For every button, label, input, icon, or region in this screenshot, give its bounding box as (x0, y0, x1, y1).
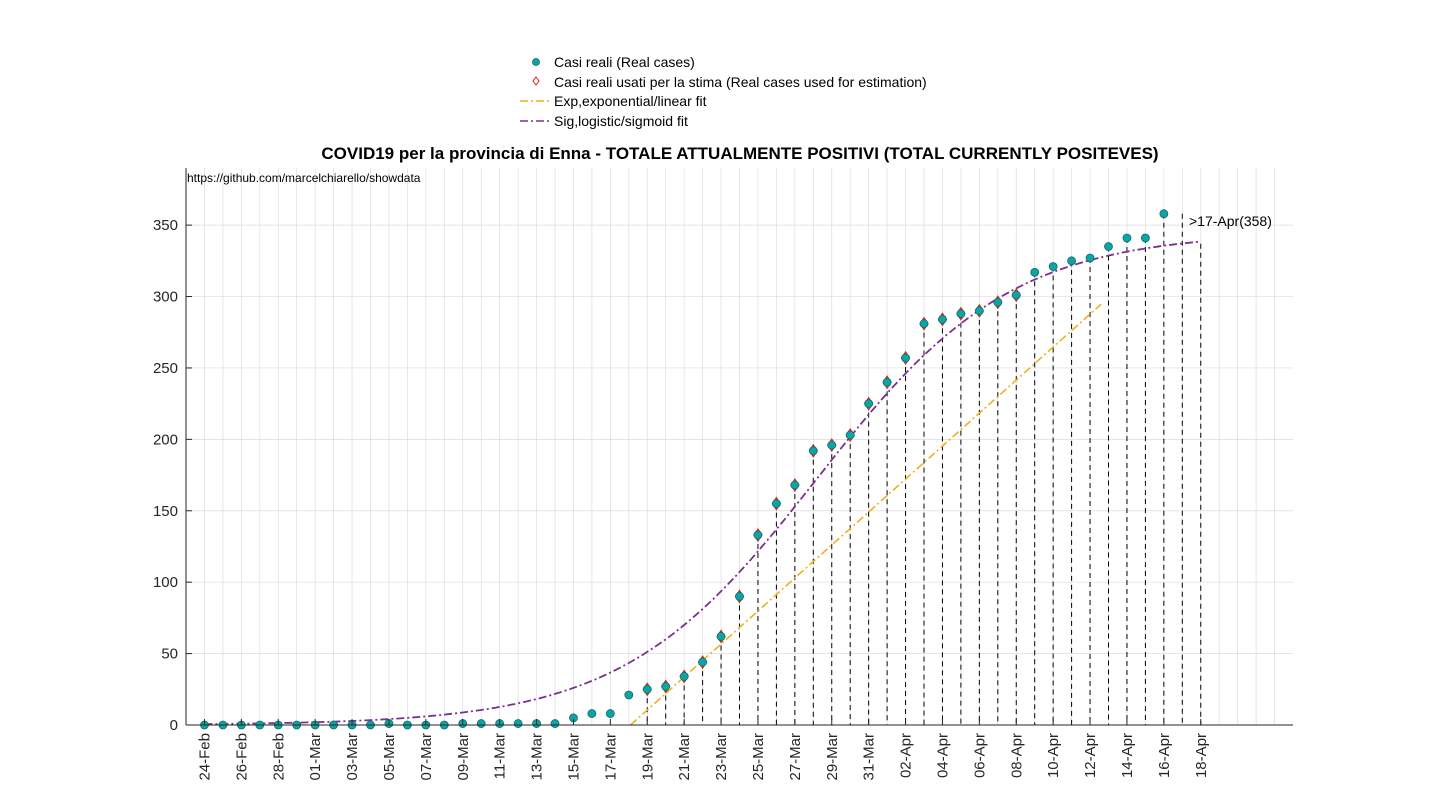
real-case-point (698, 657, 707, 667)
x-tick-label: 01-Mar (307, 733, 324, 781)
x-tick-label: 11-Mar (492, 733, 509, 779)
real-case-point (587, 709, 597, 718)
legend-marker-real-cases (532, 58, 540, 66)
x-tick-label: 05-Mar (381, 733, 398, 781)
real-case-point (901, 353, 910, 363)
x-tick-label: 15-Mar (565, 733, 582, 781)
x-tick-label: 08-Apr (1008, 733, 1025, 778)
real-case-point (716, 632, 726, 641)
x-tick-label: 10-Apr (1045, 733, 1062, 778)
y-tick-label: 300 (153, 289, 178, 306)
y-tick-label: 350 (153, 217, 178, 234)
real-case-point (1104, 242, 1113, 251)
x-axis-ticks: 24-Feb 26-Feb 28-Feb 01-Mar 03-Mar 05-Mar 07-M… (196, 719, 1210, 781)
real-case-point (661, 682, 671, 691)
x-tick-label: 23-Mar (713, 733, 730, 781)
legend-label-linear-fit: Exp,exponential/linear fit (554, 93, 707, 109)
x-tick-label: 31-Mar (861, 733, 878, 781)
legend-label-estimation-cases: Casi reali usati per la stima (Real case… (554, 74, 927, 90)
real-case-point (993, 297, 1003, 307)
x-tick-label: 17-Mar (602, 733, 619, 781)
real-case-point (808, 446, 818, 456)
legend-label-real-cases: Casi reali (Real cases) (554, 54, 695, 70)
real-case-point (1011, 290, 1021, 300)
real-case-point (550, 719, 560, 728)
y-tick-label: 250 (153, 360, 178, 377)
real-case-point (605, 709, 615, 718)
real-case-point (1085, 253, 1095, 263)
x-tick-label: 24-Feb (196, 733, 213, 781)
chart-title: COVID19 per la provincia di Enna - TOTAL… (321, 144, 1158, 163)
stem-lines (646, 213, 1202, 725)
x-tick-label: 09-Mar (455, 733, 472, 781)
legend-label-sigmoid-fit: Sig,logistic/sigmoid fit (554, 113, 688, 129)
x-tick-label: 21-Mar (676, 733, 693, 781)
real-case-point (753, 530, 763, 540)
x-tick-label: 14-Apr (1119, 733, 1136, 778)
real-case-point (827, 440, 837, 450)
x-tick-label: 03-Mar (344, 733, 361, 781)
real-case-point (642, 684, 652, 694)
real-case-point (1030, 267, 1040, 277)
x-tick-label: 25-Mar (750, 733, 767, 781)
x-tick-label: 04-Apr (934, 733, 951, 778)
fit-curves (204, 240, 1201, 726)
y-tick-label: 200 (153, 431, 178, 448)
legend-marker-estimation-cases (532, 76, 540, 86)
y-tick-label: 100 (153, 574, 178, 591)
real-case-point (790, 480, 800, 490)
x-tick-label: 12-Apr (1082, 733, 1099, 778)
x-tick-label: 29-Mar (824, 733, 841, 781)
real-case-point (864, 399, 874, 409)
real-case-point (513, 719, 523, 728)
x-tick-label: 28-Feb (270, 733, 287, 781)
x-tick-label: 13-Mar (529, 733, 546, 781)
real-case-point (882, 377, 892, 387)
real-case-point (772, 499, 781, 509)
real-case-point (1048, 262, 1058, 271)
x-tick-label: 02-Apr (898, 733, 915, 778)
plot-axes (185, 168, 1293, 726)
y-tick-label: 150 (153, 503, 178, 520)
linear-fit-line (630, 303, 1102, 726)
x-tick-label: 16-Apr (1156, 733, 1173, 778)
real-case-point (845, 430, 855, 440)
x-tick-label: 18-Apr (1193, 733, 1210, 778)
x-tick-label: 26-Feb (233, 733, 250, 781)
real-case-point (1141, 233, 1150, 243)
x-tick-label: 06-Apr (971, 733, 988, 778)
x-tick-label: 27-Mar (787, 733, 804, 781)
y-axis-ticks: 0 50 100 150 200 250 300 350 (153, 217, 192, 734)
y-tick-label: 50 (161, 646, 178, 663)
x-tick-label: 19-Mar (639, 733, 656, 781)
real-case-point (1122, 233, 1132, 243)
real-case-point (956, 309, 966, 319)
real-case-point (1067, 256, 1076, 266)
last-value-annotation: >17-Apr(358) (1189, 213, 1272, 229)
source-url-note: https://github.com/marcelchiarello/showd… (187, 171, 421, 185)
real-case-point (919, 319, 929, 329)
real-case-point (938, 314, 947, 324)
x-tick-label: 07-Mar (418, 733, 435, 781)
real-case-point (476, 719, 486, 728)
sigmoid-fit-line (204, 240, 1201, 725)
real-case-point (679, 672, 689, 681)
legend: Casi reali (Real cases) Casi reali usati… (520, 54, 927, 129)
data-points (200, 209, 1169, 730)
real-case-point (974, 306, 984, 316)
y-tick-label: 0 (170, 717, 178, 734)
real-case-point (624, 690, 634, 700)
real-case-point (1159, 209, 1169, 219)
real-case-point (735, 592, 744, 601)
